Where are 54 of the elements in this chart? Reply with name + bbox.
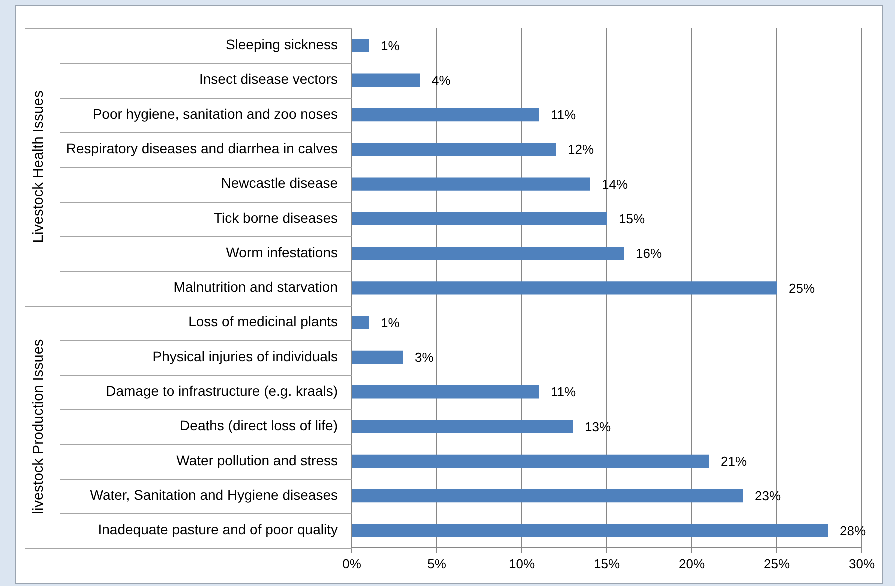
data-label: 11% (551, 108, 576, 123)
text: livestock Production Issues (31, 339, 47, 514)
y-tick-label: Insect disease vectors (199, 71, 338, 88)
y-tick-label: Damage to infrastructure (e.g. kraals) (106, 382, 338, 399)
bar (352, 454, 709, 468)
x-tick-label: 20% (678, 556, 706, 572)
bar (352, 420, 573, 434)
x-tick-label: 5% (428, 556, 447, 572)
data-label: 21% (721, 454, 748, 469)
data-label: 1% (381, 38, 400, 54)
data-label: 11% (551, 384, 576, 400)
y-tick-label: Worm infestations (226, 244, 338, 260)
y-tick-label: Poor hygiene, sanitation and zoo noses (92, 106, 338, 122)
y-tick-label: Inadequate pasture and of poor quality (98, 522, 338, 538)
bar (352, 74, 420, 87)
bar (352, 246, 624, 260)
bar (352, 212, 607, 226)
data-label: 15% (619, 212, 646, 226)
bar (352, 178, 590, 191)
x-tick-label: 0% (342, 556, 362, 572)
data-label: 3% (415, 350, 434, 366)
data-label: 16% (636, 246, 662, 262)
bar (352, 489, 743, 503)
x-tick-label: 10% (508, 556, 536, 572)
bar (352, 316, 369, 330)
data-label: 1% (381, 315, 400, 330)
text: Livestock Health Issues (31, 90, 47, 244)
bar (352, 143, 556, 156)
bar (352, 386, 539, 399)
data-label: 25% (789, 280, 816, 296)
x-tick-label: 30% (848, 556, 876, 572)
y-tick-label: Newcastle disease (221, 175, 338, 192)
y-tick-label: Deaths (direct loss of life) (180, 418, 338, 434)
data-label: 28% (840, 523, 866, 538)
y-tick-label: Physical injuries of individuals (152, 348, 338, 364)
bar (352, 39, 369, 52)
bar (352, 282, 777, 295)
y-tick-label: Respiratory diseases and diarrhea in calves (66, 140, 338, 156)
bar (352, 350, 403, 364)
data-label: 4% (432, 72, 452, 88)
y-tick-label: Tick borne diseases (214, 210, 338, 226)
bar (352, 524, 828, 538)
data-label: 13% (585, 419, 612, 434)
y-tick-label: Water, Sanitation and Hygiene diseases (90, 486, 338, 503)
x-tick-label: 25% (764, 556, 790, 572)
data-label: 12% (568, 142, 594, 158)
y-tick-label: Sleeping sickness (226, 36, 338, 53)
y-tick-label: Water pollution and stress (176, 452, 338, 468)
y-tick-label: Malnutrition and starvation (174, 279, 338, 296)
bar (352, 108, 539, 122)
data-label: 23% (755, 488, 782, 504)
x-tick-label: 15% (594, 556, 620, 572)
data-label: 14% (602, 176, 628, 192)
y-tick-label: Loss of medicinal plants (188, 314, 338, 330)
